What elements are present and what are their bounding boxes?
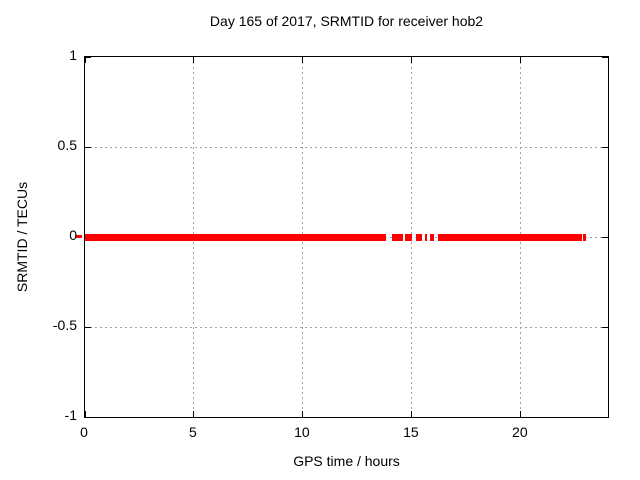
y-gridline — [85, 146, 608, 148]
y-tick-label: 1 — [69, 47, 77, 63]
y-tick-label: -0.5 — [52, 317, 77, 333]
data-line-segment — [391, 233, 403, 241]
y-tick-mark — [85, 146, 91, 148]
plot-area — [84, 56, 609, 418]
x-axis-label: GPS time / hours — [293, 453, 400, 469]
y-tick-mark — [85, 56, 91, 58]
y-tick-mark — [602, 146, 608, 148]
x-tick-mark — [193, 411, 195, 417]
y-tick-mark — [602, 416, 608, 418]
data-line-segment — [583, 233, 586, 241]
y-gridline — [85, 326, 608, 328]
data-line-segment — [437, 233, 583, 241]
x-tick-label: 0 — [80, 424, 88, 440]
x-tick-mark — [193, 57, 195, 63]
y-tick-label: -1 — [64, 407, 77, 423]
x-tick-mark — [411, 411, 413, 417]
x-tick-label: 5 — [189, 424, 197, 440]
x-tick-mark — [411, 57, 413, 63]
data-line-segment — [424, 233, 427, 241]
x-tick-mark — [84, 57, 86, 63]
x-tick-mark — [520, 411, 522, 417]
y-tick-mark — [602, 236, 608, 238]
data-line-segment — [404, 233, 412, 241]
x-tick-mark — [520, 57, 522, 63]
y-tick-mark — [602, 326, 608, 328]
x-tick-label: 10 — [294, 424, 310, 440]
y-tick-mark — [602, 56, 608, 58]
y-tick-label: 0 — [69, 227, 77, 243]
y-tick-mark — [85, 416, 91, 418]
data-line-segment — [85, 233, 386, 241]
chart-title: Day 165 of 2017, SRMTID for receiver hob… — [209, 13, 484, 29]
x-tick-label: 15 — [403, 424, 419, 440]
x-tick-mark — [302, 411, 304, 417]
x-tick-label: 20 — [512, 424, 528, 440]
y-tick-label: 0.5 — [57, 137, 77, 153]
x-tick-mark — [302, 57, 304, 63]
data-line-segment — [415, 233, 422, 241]
x-tick-mark — [84, 411, 86, 417]
zero-tick-red-dash — [76, 235, 82, 238]
data-line-segment — [429, 233, 434, 241]
y-tick-mark — [85, 326, 91, 328]
